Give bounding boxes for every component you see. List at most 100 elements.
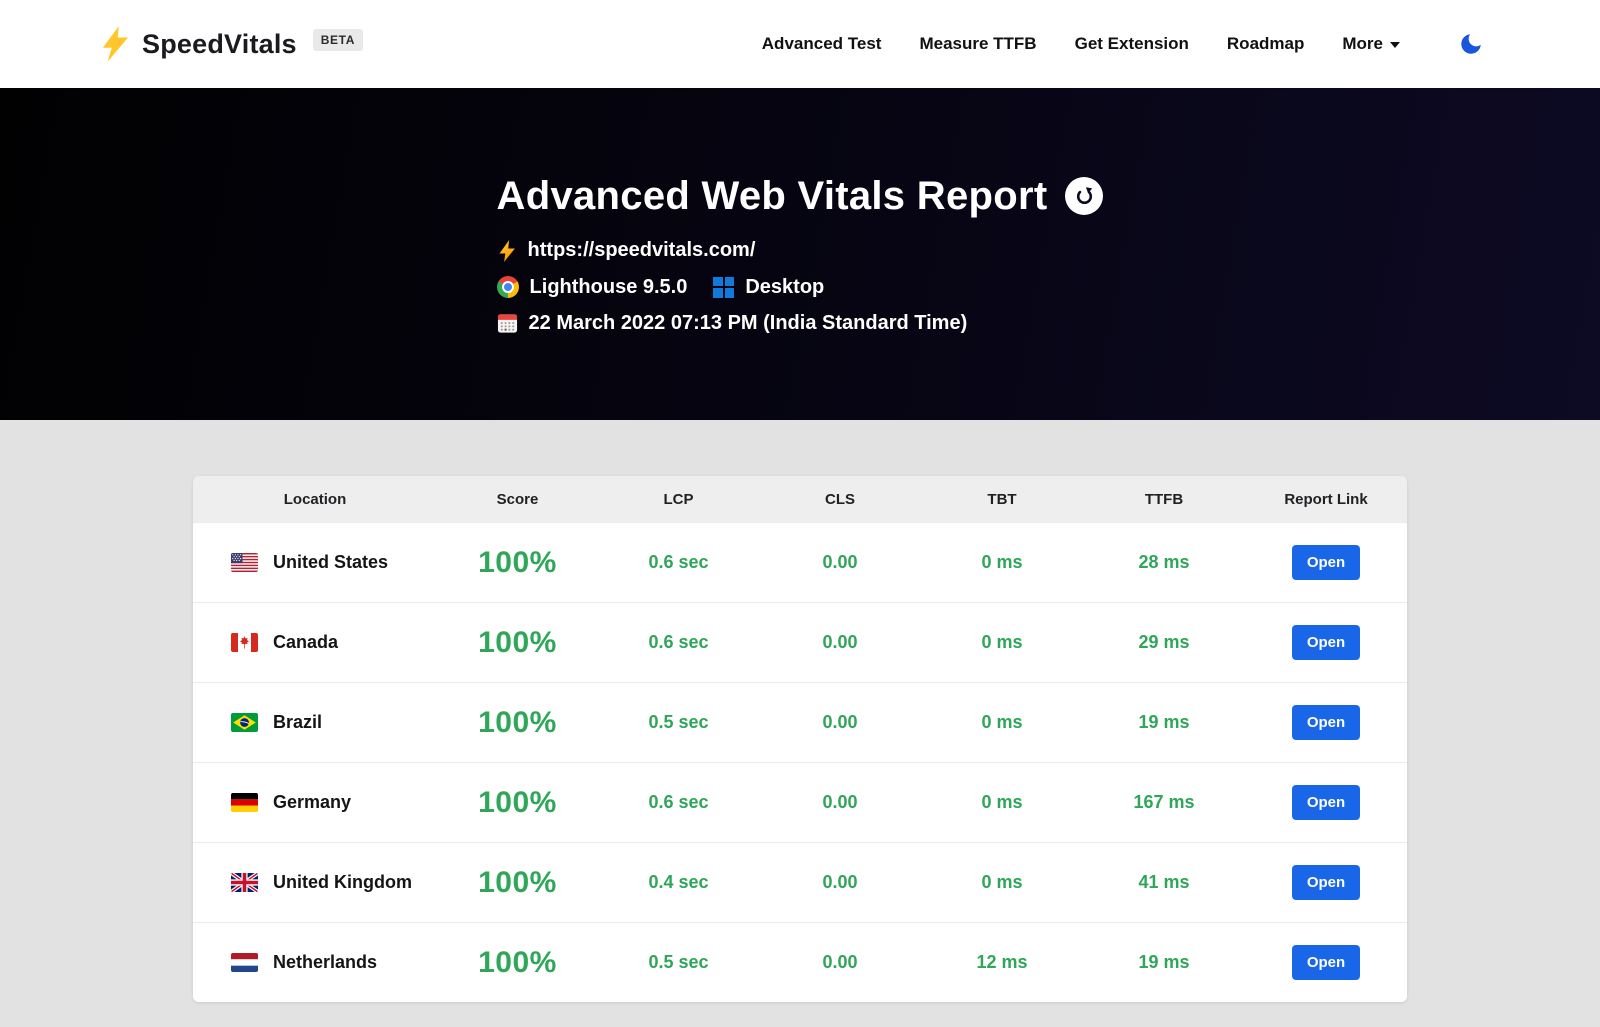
table-body: United States 100% 0.6 sec 0.00 0 ms 28 … (193, 522, 1407, 1002)
flag-us-icon (231, 553, 258, 572)
nav-item-roadmap[interactable]: Roadmap (1226, 34, 1305, 53)
location-cell: United Kingdom (193, 872, 437, 893)
score-value: 100% (478, 785, 557, 819)
beta-badge: BETA (312, 29, 363, 51)
cls-value: 0.00 (822, 872, 858, 892)
score-value: 100% (478, 545, 557, 579)
tbt-value: 0 ms (981, 552, 1023, 572)
location-label: Germany (273, 792, 352, 812)
more-label: More (1342, 34, 1383, 53)
open-report-button[interactable]: Open (1291, 705, 1361, 740)
flag-de-icon (231, 793, 258, 812)
nav-item-more[interactable]: More (1342, 34, 1400, 54)
lightning-bolt-icon (100, 25, 130, 63)
lcp-value: 0.6 sec (648, 632, 709, 652)
device-label: Desktop (745, 275, 825, 298)
dark-mode-toggle[interactable] (1454, 27, 1488, 61)
open-report-button[interactable]: Open (1291, 945, 1361, 980)
lcp-value: 0.6 sec (648, 552, 709, 572)
score-value: 100% (478, 945, 557, 979)
column-header-location: Location (283, 490, 347, 508)
lighthouse-version-label: Lighthouse 9.5.0 (529, 275, 688, 298)
cls-value: 0.00 (822, 952, 858, 972)
ttfb-value: 29 ms (1138, 632, 1190, 652)
nav-item-advanced-test[interactable]: Advanced Test (761, 34, 882, 53)
nav-item-get-extension[interactable]: Get Extension (1074, 34, 1189, 53)
crescent-moon-icon (1458, 31, 1484, 57)
page-title-row: Advanced Web Vitals Report (497, 174, 1104, 219)
cls-value: 0.00 (822, 552, 858, 572)
column-header-score: Score (496, 490, 539, 508)
page-content: Location Score LCP CLS TBT TTFB Report Link Un… (0, 420, 1600, 1002)
timestamp-row: 22 March 2022 07:13 PM (India Standard T… (497, 312, 1104, 335)
tested-url-link[interactable]: https://speedvitals.com/ (527, 239, 756, 261)
hero-banner: Advanced Web Vitals Report (0, 88, 1600, 420)
column-header-tbt: TBT (987, 490, 1017, 508)
windows-icon (713, 276, 735, 298)
tbt-value: 0 ms (981, 632, 1023, 652)
table-row: Canada 100% 0.6 sec 0.00 0 ms 29 ms Open (193, 602, 1407, 682)
main-nav: Advanced Test Measure TTFB Get Extension Ro… (762, 27, 1488, 61)
page-title: Advanced Web Vitals Report (496, 173, 1048, 218)
score-value: 100% (478, 625, 557, 659)
column-header-lcp: LCP (663, 490, 694, 508)
tbt-value: 12 ms (976, 952, 1028, 972)
column-header-report-link: Report Link (1284, 490, 1368, 508)
location-label: Brazil (273, 712, 323, 732)
table-header: Location Score LCP CLS TBT TTFB Report Link (193, 476, 1407, 522)
tbt-value: 0 ms (981, 712, 1023, 732)
location-cell: Brazil (193, 712, 437, 733)
lcp-value: 0.6 sec (648, 792, 709, 812)
brand-logo[interactable]: SpeedVitals BETA (100, 25, 363, 63)
brand-name: SpeedVitals (142, 28, 297, 59)
ttfb-value: 28 ms (1138, 552, 1190, 572)
cls-value: 0.00 (822, 792, 858, 812)
lcp-value: 0.5 sec (648, 712, 709, 732)
table-row: Netherlands 100% 0.5 sec 0.00 12 ms 19 m… (193, 922, 1407, 1002)
top-navigation-bar: SpeedVitals BETA Advanced Test Measure TT… (0, 0, 1600, 88)
rerun-test-button[interactable] (1065, 177, 1104, 215)
score-value: 100% (478, 865, 557, 899)
flag-ca-icon (231, 633, 258, 652)
ttfb-value: 19 ms (1138, 712, 1190, 732)
open-report-button[interactable]: Open (1291, 865, 1361, 900)
ttfb-value: 167 ms (1133, 792, 1195, 812)
location-cell: Canada (193, 632, 437, 653)
cls-value: 0.00 (822, 632, 858, 652)
column-header-ttfb: TTFB (1144, 490, 1184, 508)
table-row: Germany 100% 0.6 sec 0.00 0 ms 167 ms Op… (193, 762, 1407, 842)
location-cell: Netherlands (193, 952, 437, 973)
calendar-icon (497, 313, 518, 334)
results-table: Location Score LCP CLS TBT TTFB Report Link Un… (193, 476, 1407, 1002)
engine-device-row: Lighthouse 9.5.0 Desktop (496, 275, 1104, 299)
location-label: Canada (273, 632, 339, 652)
table-row: United States 100% 0.6 sec 0.00 0 ms 28 … (193, 522, 1407, 602)
flag-nl-icon (231, 953, 258, 972)
refresh-icon (1074, 186, 1095, 207)
score-value: 100% (478, 705, 557, 739)
tested-url-row: https://speedvitals.com/ (497, 239, 1104, 263)
tbt-value: 0 ms (981, 872, 1023, 892)
nav-links: Advanced Test Measure TTFB Get Extension Ro… (762, 34, 1305, 54)
table-row: United Kingdom 100% 0.4 sec 0.00 0 ms 41… (193, 842, 1407, 922)
location-cell: United States (193, 552, 437, 573)
test-timestamp: 22 March 2022 07:13 PM (India Standard T… (528, 311, 968, 334)
flag-gb-icon (231, 873, 258, 892)
location-label: United Kingdom (273, 872, 412, 892)
tbt-value: 0 ms (981, 792, 1023, 812)
open-report-button[interactable]: Open (1291, 625, 1361, 660)
cls-value: 0.00 (822, 712, 858, 732)
location-label: Netherlands (273, 952, 378, 972)
lcp-value: 0.5 sec (648, 952, 709, 972)
location-cell: Germany (193, 792, 437, 813)
lcp-value: 0.4 sec (648, 872, 709, 892)
chrome-icon (496, 276, 519, 298)
nav-item-measure-ttfb[interactable]: Measure TTFB (919, 34, 1037, 53)
table-row: Brazil 100% 0.5 sec 0.00 0 ms 19 ms Open (193, 682, 1407, 762)
open-report-button[interactable]: Open (1291, 545, 1361, 580)
open-report-button[interactable]: Open (1291, 785, 1361, 820)
column-header-cls: CLS (825, 490, 855, 508)
location-label: United States (273, 552, 389, 572)
lightning-bolt-icon (497, 239, 517, 263)
flag-br-icon (231, 713, 258, 732)
